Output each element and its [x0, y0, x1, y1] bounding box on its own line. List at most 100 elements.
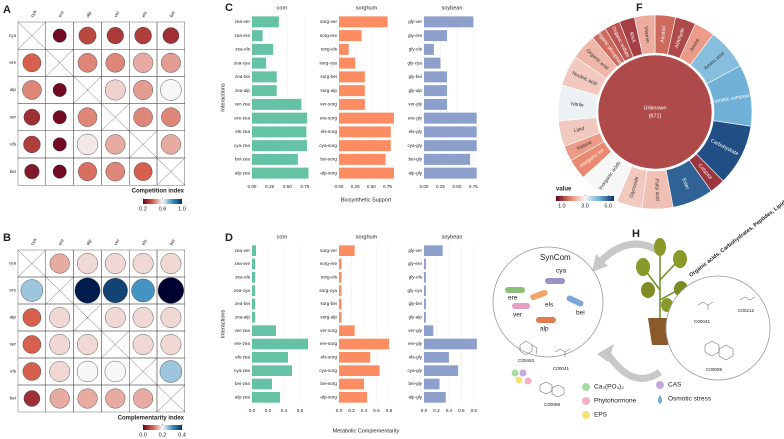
bar	[252, 338, 308, 350]
diagonal-cross	[156, 157, 185, 186]
y-tick-label: gly-ere	[408, 261, 422, 266]
bar	[339, 153, 386, 165]
y-tick-label: alp-gly	[408, 170, 422, 175]
legend-label: EPS	[594, 412, 608, 419]
y-tick-label: zea-alp	[235, 88, 251, 93]
bar	[339, 112, 394, 124]
matrix-circle	[160, 52, 181, 73]
panel-letter: F	[636, 2, 643, 14]
y-tick-label: bei-gly	[408, 157, 422, 162]
bar	[424, 126, 477, 138]
x-tick-label: 0.50	[367, 184, 376, 189]
bar	[424, 85, 448, 97]
legend-swatch	[658, 395, 662, 404]
column-label: ver	[113, 10, 121, 18]
y-tick-label: els-zea	[235, 129, 250, 134]
bacterium	[566, 295, 584, 307]
bar	[424, 352, 449, 363]
x-tick-label: 0.75	[469, 184, 478, 189]
bacterium	[512, 303, 530, 309]
segment-label: Alcohol	[660, 26, 668, 43]
x-tick-label: 0.6	[297, 408, 304, 413]
legend-label: Osmotic stress	[668, 396, 712, 403]
bar	[339, 167, 394, 179]
y-tick-label: cya-sorg	[319, 368, 337, 373]
column-label: alp	[85, 10, 93, 18]
y-tick-label: ver-sorg	[320, 102, 337, 107]
member-label: els	[545, 302, 554, 309]
y-tick-label: ver-gly	[408, 102, 422, 107]
row-label: els	[10, 142, 17, 147]
y-tick-label: alp-sorg	[320, 395, 337, 400]
molecule	[697, 301, 714, 310]
bar	[424, 298, 426, 310]
molecule	[704, 340, 734, 361]
x-tick-label: 0.75	[383, 184, 392, 189]
compound-id: C00089	[706, 367, 723, 372]
bar	[339, 392, 368, 403]
y-tick-label: ver-sorg	[320, 328, 337, 333]
matrix-circle	[160, 334, 182, 355]
leaf	[654, 238, 666, 256]
bar	[424, 98, 448, 110]
y-tick-label: cya-gly	[407, 143, 422, 148]
diagonal-cross	[73, 303, 102, 332]
y-tick-label: zea-ere	[234, 33, 250, 38]
sunburst-segment	[633, 14, 656, 55]
y-axis-label: Interactions	[220, 310, 226, 339]
colorbar	[556, 196, 614, 201]
syncom-title: SynCom	[540, 253, 571, 262]
leaf	[636, 258, 650, 276]
matrix-circle	[23, 108, 41, 126]
y-tick-label: ere-zea	[234, 341, 250, 346]
diagonal-cross	[129, 357, 158, 386]
x-tick-label: 0.00	[335, 184, 344, 189]
bar	[339, 285, 342, 296]
matrix-circle	[22, 362, 42, 381]
matrix-circle	[22, 308, 42, 327]
diagonal-cross	[73, 76, 102, 104]
column-label: bei	[168, 238, 175, 246]
bacterium	[505, 287, 525, 293]
y-tick-label: gly-alp	[408, 88, 422, 93]
row-label: ere	[9, 60, 16, 65]
panel-title: sorghum	[356, 5, 378, 11]
matrix-circle	[105, 161, 125, 182]
matrix-circle	[132, 334, 154, 355]
y-tick-label: sorg-alp	[320, 315, 337, 320]
x-tick-label: 0.0	[336, 408, 343, 413]
compound-id: C00212	[738, 308, 755, 313]
matrix-circle	[132, 307, 154, 328]
x-tick-label: 0.25	[351, 184, 360, 189]
y-tick-label: bei-zea	[235, 381, 251, 386]
y-tick-label: els-sorg	[321, 355, 338, 360]
y-tick-label: gly-bei	[408, 74, 422, 79]
matrix-circle	[76, 360, 99, 383]
row-label: bei	[10, 396, 16, 401]
matrix-circle	[52, 28, 67, 43]
bar	[339, 85, 365, 97]
x-axis-label: Biosynthetic Support	[341, 197, 392, 203]
colorbar-tick-label: 0.2	[139, 206, 147, 212]
bar	[252, 352, 288, 363]
y-tick-label: alp-zea	[235, 170, 251, 175]
bar	[424, 365, 459, 376]
row-label: ere	[9, 288, 16, 293]
exudate-circle	[665, 275, 771, 381]
x-tick-label: 0.8	[386, 408, 393, 413]
bar	[424, 30, 448, 42]
segment-label: Nitrile	[571, 101, 585, 108]
bacterium	[536, 317, 556, 323]
colorbar-tick-label: 0.4	[178, 432, 186, 438]
bar	[252, 167, 309, 179]
legend-swatch	[582, 397, 590, 405]
matrix-circle	[24, 164, 40, 180]
y-tick-label: ver-gly	[408, 328, 422, 333]
legend-label: Phytohormone	[594, 398, 637, 405]
matrix-circle	[78, 162, 97, 182]
bar	[252, 30, 263, 42]
x-tick-label: 0.6	[373, 408, 380, 413]
diagonal-cross	[156, 384, 185, 413]
matrix-circle	[105, 134, 126, 155]
row-label: ver	[10, 114, 17, 119]
